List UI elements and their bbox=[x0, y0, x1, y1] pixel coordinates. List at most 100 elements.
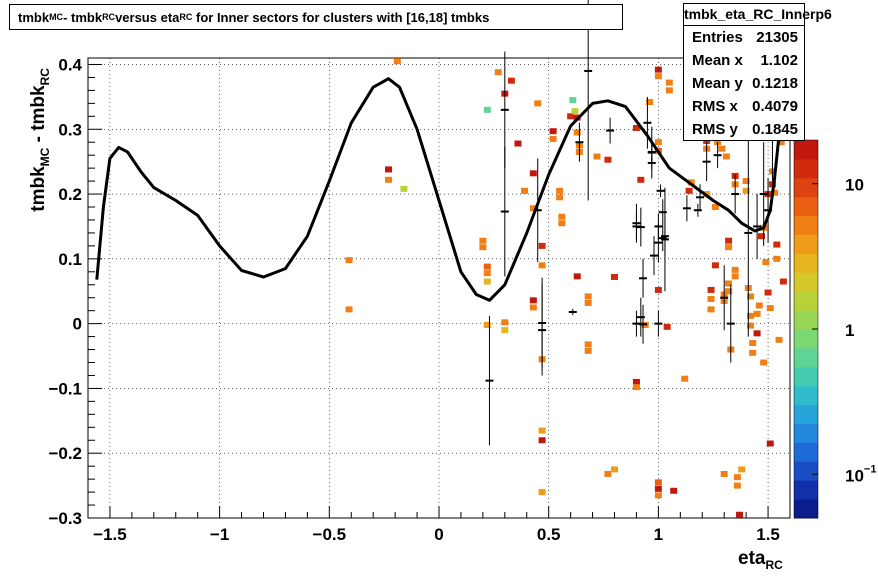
heatmap-cell bbox=[766, 305, 774, 312]
heatmap-cell bbox=[400, 185, 408, 192]
heatmap-cell bbox=[538, 262, 546, 269]
heatmap-cell bbox=[654, 479, 662, 486]
chart-title: tmbk MC - tmbk RC versus eta RC for Inner s… bbox=[9, 4, 623, 30]
fit-curve bbox=[95, 77, 783, 302]
heatmap-cell bbox=[711, 262, 719, 269]
heatmap-cell bbox=[558, 220, 566, 227]
color-scale-label: 10 bbox=[845, 176, 864, 195]
color-scale-step bbox=[794, 291, 818, 311]
heatmap-cell bbox=[538, 437, 546, 444]
x-tick-label: 0 bbox=[434, 525, 443, 544]
heatmap-cell bbox=[762, 259, 770, 266]
heatmap-cell bbox=[604, 156, 612, 163]
heatmap-cell bbox=[569, 97, 577, 104]
heatmap-cell bbox=[604, 470, 612, 477]
y-tick-label: 0.2 bbox=[58, 185, 82, 204]
heatmap-cell bbox=[483, 106, 491, 113]
color-scale-step bbox=[794, 347, 818, 368]
heatmap-cell bbox=[764, 289, 772, 296]
heatmap-cell bbox=[571, 108, 579, 115]
color-scale-step bbox=[794, 272, 818, 292]
heatmap-cell bbox=[632, 124, 640, 131]
heatmap-cell bbox=[507, 77, 515, 84]
heatmap-cell bbox=[611, 466, 618, 473]
heatmap-cell bbox=[584, 347, 592, 354]
stats-row-entries: Entries 21305 bbox=[692, 29, 798, 46]
color-scale-step bbox=[794, 499, 818, 519]
heatmap-cell bbox=[733, 474, 741, 481]
heatmap-cell bbox=[654, 485, 662, 492]
heatmap-cell bbox=[567, 113, 575, 120]
x-tick-label: 1.5 bbox=[756, 525, 780, 544]
heatmap-cell bbox=[670, 487, 678, 494]
heatmap-cell bbox=[529, 170, 537, 177]
heatmap-cell bbox=[479, 244, 487, 251]
y-tick-label: −0.2 bbox=[48, 444, 82, 463]
heatmap-cell bbox=[632, 378, 640, 385]
heatmap-cell bbox=[646, 99, 654, 106]
y-tick-label: 0 bbox=[73, 315, 82, 334]
heatmap-cell bbox=[385, 176, 393, 183]
heatmap-cell bbox=[501, 327, 509, 334]
heatmap-cell bbox=[593, 153, 601, 160]
heatmap-cell bbox=[685, 187, 693, 194]
heatmap-cell bbox=[483, 270, 491, 277]
y-tick-label: 0.1 bbox=[58, 250, 82, 269]
heatmap-cell bbox=[681, 375, 689, 382]
heatmap-cell bbox=[766, 440, 774, 447]
heatmap-cell bbox=[534, 100, 542, 107]
heatmap-cell bbox=[773, 255, 781, 262]
color-scale-step bbox=[794, 480, 818, 500]
heatmap-cell bbox=[771, 189, 779, 196]
color-scale-step bbox=[794, 310, 818, 330]
heatmap-cell bbox=[773, 241, 781, 248]
heatmap-cell bbox=[725, 244, 733, 251]
heatmap-cell bbox=[654, 73, 662, 80]
heatmap-cell bbox=[742, 178, 750, 185]
heatmap-cell bbox=[707, 286, 715, 293]
heatmap-cell bbox=[637, 176, 645, 183]
x-tick-label: −0.5 bbox=[313, 525, 347, 544]
heatmap-cell bbox=[632, 384, 640, 391]
x-tick-label: 1 bbox=[654, 525, 663, 544]
color-scale-step bbox=[794, 158, 818, 179]
heatmap-cell bbox=[529, 297, 537, 304]
x-axis-title: etaRC bbox=[738, 548, 783, 572]
heatmap-cell bbox=[345, 257, 353, 264]
heatmap-cell bbox=[722, 153, 730, 160]
color-scale-label: 10−1 bbox=[845, 463, 876, 485]
heatmap-cell bbox=[736, 511, 744, 518]
heatmap-cell bbox=[654, 66, 662, 73]
heatmap-cell bbox=[753, 330, 761, 337]
color-scale-step bbox=[794, 442, 818, 462]
heatmap-cell bbox=[654, 492, 662, 499]
heatmap-cell bbox=[725, 237, 733, 244]
color-scale-step bbox=[794, 140, 818, 160]
heatmap-cell bbox=[584, 341, 592, 348]
heatmap-cell bbox=[665, 87, 673, 94]
heatmap-cell bbox=[665, 79, 673, 86]
heatmap-cell bbox=[573, 129, 581, 136]
color-scale-step bbox=[794, 253, 818, 273]
heatmap-cell bbox=[385, 166, 393, 173]
color-scale-step bbox=[794, 461, 818, 481]
y-axis-title: tmbkMC - tmbkRC bbox=[28, 68, 52, 212]
heatmap-cell bbox=[549, 128, 557, 135]
heatmap-cell bbox=[733, 482, 741, 489]
y-tick-label: 0.3 bbox=[58, 120, 82, 139]
heatmap-cell bbox=[687, 179, 695, 186]
heatmap-cell bbox=[775, 336, 783, 343]
heatmap-cell bbox=[483, 321, 491, 328]
heatmap-cell bbox=[483, 278, 491, 285]
heatmap-cell bbox=[558, 213, 566, 220]
stats-row-rms-x: RMS x 0.4079 bbox=[692, 98, 798, 115]
color-scale-label: 1 bbox=[845, 321, 854, 340]
heatmap-cell bbox=[749, 349, 757, 356]
color-scale-step bbox=[794, 329, 818, 349]
x-tick-label: −1.5 bbox=[93, 525, 127, 544]
heatmap-cell bbox=[707, 296, 715, 303]
heatmap-cell bbox=[731, 266, 739, 273]
heatmap-cell bbox=[549, 135, 557, 142]
